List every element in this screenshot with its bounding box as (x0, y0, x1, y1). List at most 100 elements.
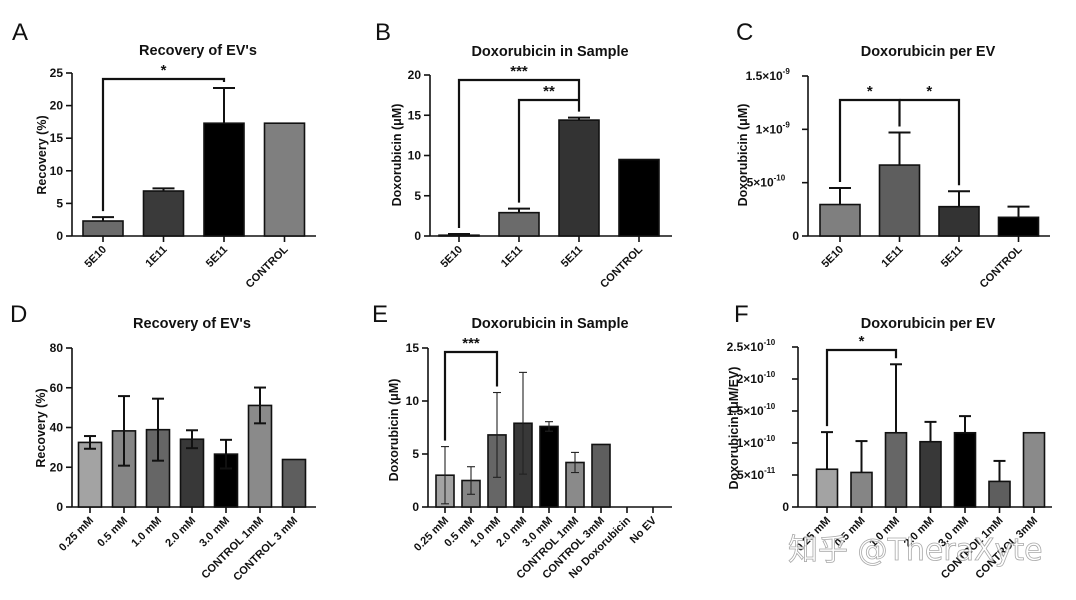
y-tick-label: 15 (408, 108, 422, 122)
chart-marks: 0 5 10 15 20 25 5E10 1E11 5E11 CONTROL * (50, 62, 316, 291)
bar (884, 431, 908, 508)
bar (438, 234, 480, 237)
bar (815, 468, 839, 508)
y-tick-label: 80 (50, 341, 64, 355)
bar (558, 119, 600, 237)
chart-title: Doxorubicin per EV (861, 44, 996, 60)
x-tick-label: 2.0 mM (163, 515, 198, 550)
y-axis-label: Recovery (%) (35, 115, 49, 194)
x-tick-label: 0.5 mM (95, 515, 130, 550)
chart-title: Doxorubicin per EV (861, 316, 996, 332)
bar (819, 203, 861, 237)
x-tick-label: 0.25 mM (57, 515, 96, 554)
y-tick-label: 1.5×10-9 (746, 67, 791, 83)
y-tick-label: 25 (50, 66, 64, 80)
bar (878, 164, 921, 237)
panel-letter: E (372, 301, 388, 328)
x-tick-label: CONTROL 3 mM (231, 515, 300, 584)
y-tick-label: 0 (56, 500, 63, 514)
y-tick-exponent: -11 (764, 466, 776, 475)
bar (142, 190, 185, 237)
y-tick-label: 5 (414, 189, 421, 203)
y-tick-exponent: -9 (783, 120, 791, 129)
significance-label: ** (543, 83, 555, 100)
watermark: 知乎 @TheraXyte (788, 533, 1043, 568)
panel-d: D Recovery of EV's Recovery (%) 0 20 40 60 8… (10, 301, 316, 583)
x-tick-label: 5E11 (204, 244, 230, 270)
chart-title: Doxorubicin in Sample (471, 44, 628, 60)
bar (179, 438, 205, 508)
x-tick-label: 1E11 (143, 244, 169, 270)
y-tick-label: 2.5×10-10 (727, 338, 776, 354)
y-tick-label: 0 (782, 500, 789, 514)
bar (281, 458, 307, 508)
y-tick-label: 0 (56, 229, 63, 243)
panel-c: C Doxorubicin per EV Doxorubicin (μM) 0 5… (736, 19, 1050, 291)
chart-title: Doxorubicin in Sample (471, 316, 628, 332)
panel-b: B Doxorubicin in Sample Doxorubicin (μM)… (375, 19, 672, 291)
y-tick-exponent: -10 (764, 402, 776, 411)
bar (591, 443, 611, 508)
x-tick-label: 1E11 (879, 244, 905, 270)
y-axis-label: Recovery (%) (34, 388, 48, 467)
chart-title: Recovery of EV's (133, 316, 251, 332)
bar (938, 205, 980, 237)
y-axis-label: Doxorubicin (μM) (736, 104, 750, 207)
y-tick-exponent: -10 (764, 338, 776, 347)
bar (539, 425, 559, 508)
bar (203, 122, 245, 237)
y-tick-exponent: -10 (764, 434, 776, 443)
y-tick-label: 5 (412, 447, 419, 461)
significance-bracket (825, 348, 898, 427)
y-axis-label: Doxorubicin (μM/EV) (727, 367, 741, 490)
bar (498, 211, 540, 237)
y-tick-label: 20 (50, 99, 64, 113)
x-tick-label: 5E10 (819, 244, 846, 271)
x-tick-label: No EV (628, 514, 660, 546)
y-tick-label: 1×10-9 (756, 120, 791, 136)
significance-label: * (859, 333, 865, 350)
bar (997, 216, 1040, 237)
y-tick-label: 5 (56, 196, 63, 210)
y-tick-label: 10 (408, 149, 422, 163)
significance-bracket (101, 77, 226, 212)
panel-e: E Doxorubicin in Sample Doxorubicin (μM)… (372, 301, 672, 581)
x-tick-label: 5E10 (82, 244, 109, 271)
y-axis-label: Doxorubicin (μM) (390, 104, 404, 207)
bar (618, 158, 660, 237)
x-tick-label: 5E10 (438, 244, 465, 271)
significance-bracket (899, 98, 961, 186)
significance-bracket (443, 350, 499, 441)
panel-letter: D (10, 301, 27, 328)
panel-letter: C (736, 19, 753, 46)
significance-bracket (457, 78, 581, 228)
panel-letter: F (734, 301, 749, 328)
y-tick-label: 5×10-10 (747, 174, 786, 190)
y-axis-label: Doxorubicin (μM) (387, 379, 401, 482)
panel-letter: A (12, 19, 28, 46)
x-tick-label: 1.0 mM (129, 515, 164, 550)
significance-label: * (867, 83, 873, 100)
significance-bracket (838, 98, 901, 182)
significance-label: *** (510, 63, 528, 80)
y-tick-label: 60 (50, 381, 64, 395)
bar (263, 122, 306, 237)
bar (919, 440, 942, 508)
y-tick-label: 10 (406, 394, 420, 408)
bar (988, 480, 1011, 508)
x-tick-label: CONTROL (598, 243, 645, 290)
y-tick-exponent: -9 (783, 67, 791, 76)
x-tick-label: CONTROL (244, 243, 291, 290)
y-tick-label: 20 (408, 68, 422, 82)
y-tick-label: 0 (792, 229, 799, 243)
bar (850, 471, 873, 508)
chart-marks: 0 5×10-10 1×10-9 1.5×10-9 5E10 1E11 5E11 CONTRO… (746, 67, 1050, 291)
y-tick-exponent: -10 (774, 174, 786, 183)
bar (77, 441, 103, 508)
x-tick-label: 0.25 mM (412, 515, 451, 554)
significance-label: * (161, 62, 167, 79)
x-tick-label: CONTROL (978, 243, 1025, 290)
